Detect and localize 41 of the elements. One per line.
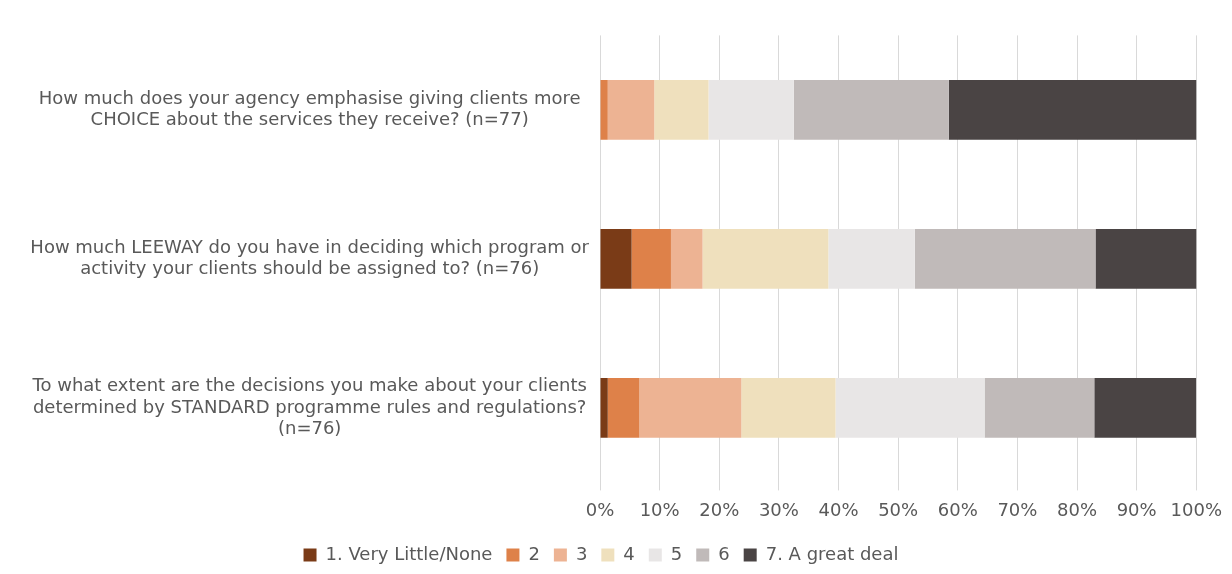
- bar: [670, 229, 703, 289]
- bar: [793, 80, 949, 140]
- x-tick-label: 90%: [1116, 498, 1157, 520]
- bar: [607, 80, 655, 140]
- bar: [600, 378, 608, 438]
- x-tick-label: 60%: [937, 498, 978, 520]
- bar: [984, 378, 1095, 438]
- bar: [1094, 378, 1197, 438]
- bar: [1095, 229, 1197, 289]
- y-tick-label: How much does your agency emphasise giving clients more CHOICE about the services they receive? (n=77): [38, 86, 581, 130]
- legend-label: 1. Very Little/None: [325, 542, 493, 564]
- x-tick-label: 10%: [639, 498, 680, 520]
- x-tick-label: 40%: [818, 498, 859, 520]
- bar: [741, 378, 836, 438]
- bar: [639, 378, 742, 438]
- x-tick-label: 70%: [997, 498, 1038, 520]
- legend-label: 7. A great deal: [765, 542, 899, 564]
- bar: [708, 80, 794, 140]
- bar: [835, 378, 985, 438]
- y-tick-label: To what extent are the decisions you make about your clients determined by STANDARD programme rules and regulations? (n=76): [31, 373, 587, 439]
- x-tick-label: 50%: [878, 498, 919, 520]
- legend-label: 6: [718, 542, 730, 564]
- y-tick-label: How much LEEWAY do you have in deciding which program or activity your clients should be assigned to? (n=76): [30, 235, 590, 279]
- bar: [948, 80, 1197, 140]
- legend-label: 5: [670, 542, 683, 564]
- bar: [702, 229, 829, 289]
- x-tick-label: 80%: [1057, 498, 1098, 520]
- x-tick-label: 0%: [585, 498, 615, 520]
- bar: [631, 229, 671, 289]
- x-tick-label: 30%: [758, 498, 799, 520]
- bar: [607, 378, 640, 438]
- x-tick-label: 20%: [699, 498, 740, 520]
- bar: [828, 229, 915, 289]
- x-tick-label: 100%: [1170, 498, 1222, 520]
- legend-label: 3: [575, 542, 588, 564]
- bar: [914, 229, 1096, 289]
- bar: [654, 80, 709, 140]
- legend-label: 2: [528, 542, 540, 564]
- bar: [600, 229, 632, 289]
- legend-label: 4: [623, 542, 635, 564]
- bar: [600, 80, 608, 140]
